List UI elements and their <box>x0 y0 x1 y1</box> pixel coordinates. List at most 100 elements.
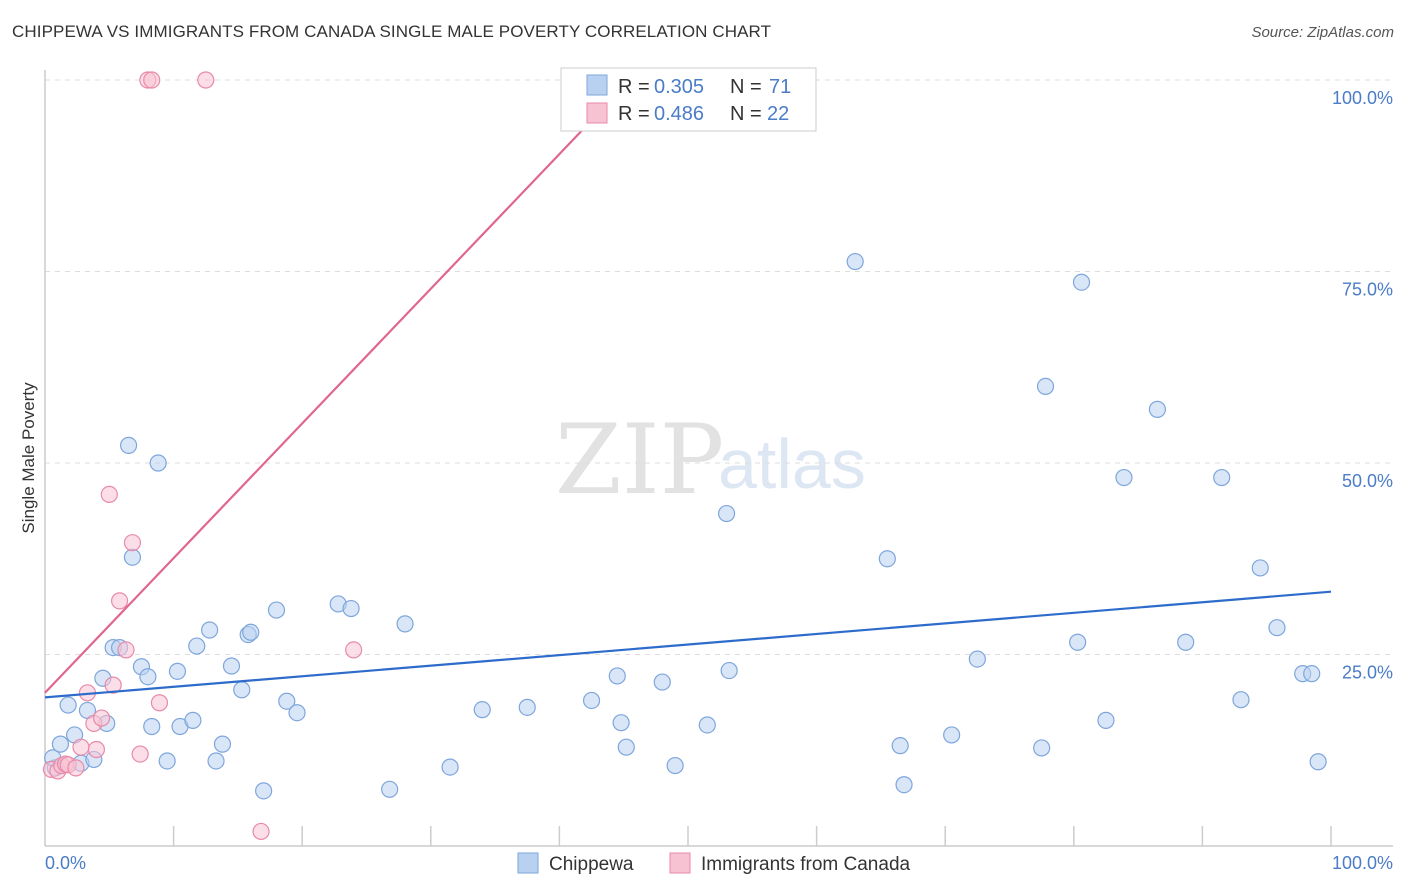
point-chippewa-2 <box>51 735 70 753</box>
axis-layer <box>44 70 1393 847</box>
point-chippewa-60 <box>1097 711 1115 729</box>
point-chippewa-64 <box>1213 468 1231 487</box>
tick-layer: 25.0% 50.0% 75.0% 100.0% <box>172 88 1393 846</box>
point-chippewa-49 <box>720 661 738 680</box>
point-chippewa-46 <box>666 756 684 775</box>
point-chippewa-62 <box>1148 400 1166 418</box>
point-chippewa-58 <box>1069 633 1087 651</box>
point-immigrants-canada-20 <box>197 71 215 89</box>
point-chippewa-57 <box>1036 377 1055 395</box>
source-label: Source: ZipAtlas.com <box>1251 24 1394 41</box>
point-chippewa-38 <box>441 758 459 776</box>
points-layer <box>42 71 1327 841</box>
point-chippewa-59 <box>1072 273 1091 291</box>
point-chippewa-43 <box>612 714 630 732</box>
legend-swatch-immigrants-canada <box>586 102 608 124</box>
x-tick-label-max: 100.0% <box>1332 853 1393 873</box>
point-immigrants-canada-5 <box>67 759 85 777</box>
x-tick-label-min: 0.0% <box>45 853 86 873</box>
legend-n-label-1: N = <box>730 76 762 98</box>
point-chippewa-50 <box>846 252 864 271</box>
point-chippewa-33 <box>288 704 306 722</box>
legend-swatch-chippewa <box>586 74 608 96</box>
bottom-legend-label-immigrants-canada: Immigrants from Canada <box>701 854 911 875</box>
point-chippewa-32 <box>278 692 296 710</box>
point-chippewa-40 <box>518 698 536 716</box>
point-immigrants-canada-9 <box>87 740 106 759</box>
point-chippewa-67 <box>1268 619 1286 637</box>
point-chippewa-44 <box>617 738 635 756</box>
legend-r-label-2: R = <box>618 103 650 125</box>
point-chippewa-15 <box>139 668 157 686</box>
legend-n-value-2: 22 <box>767 103 789 125</box>
point-immigrants-canada-14 <box>117 641 135 659</box>
bottom-legend-label-chippewa: Chippewa <box>549 854 634 875</box>
point-chippewa-48 <box>717 504 736 523</box>
trend-line-immigrants-canada <box>44 79 631 694</box>
point-chippewa-26 <box>222 657 241 675</box>
y-tick-label-25: 25.0% <box>1342 663 1393 683</box>
legend-r-label-1: R = <box>618 76 650 98</box>
point-chippewa-42 <box>608 667 626 685</box>
point-immigrants-canada-11 <box>100 485 118 504</box>
point-chippewa-55 <box>968 650 986 668</box>
point-chippewa-27 <box>233 681 251 699</box>
point-chippewa-36 <box>381 780 399 798</box>
chart-title: CHIPPEWA VS IMMIGRANTS FROM CANADA SINGL… <box>12 22 772 41</box>
point-immigrants-canada-19 <box>150 694 169 712</box>
bottom-legend-swatch-chippewa <box>517 852 539 874</box>
point-chippewa-65 <box>1232 691 1250 709</box>
point-immigrants-canada-13 <box>110 592 129 610</box>
point-chippewa-51 <box>878 550 896 568</box>
point-immigrants-canada-22 <box>345 641 363 659</box>
point-chippewa-16 <box>143 717 161 736</box>
trend-line-chippewa <box>44 590 1332 699</box>
stats-legend: R = 0.305 N = 71 R = 0.486 N = 22 <box>560 67 817 132</box>
point-chippewa-69 <box>1303 665 1321 683</box>
watermark-zip: ZIP <box>555 404 724 516</box>
point-chippewa-23 <box>201 621 219 639</box>
watermark-atlas: atlas <box>718 425 866 503</box>
point-chippewa-66 <box>1251 559 1269 577</box>
point-chippewa-25 <box>213 735 232 753</box>
series-legend: Chippewa Immigrants from Canada <box>517 852 911 875</box>
point-immigrants-canada-21 <box>252 822 270 841</box>
point-chippewa-12 <box>119 436 138 454</box>
point-immigrants-canada-6 <box>72 738 90 756</box>
point-chippewa-45 <box>653 673 671 691</box>
legend-r-value-1: 0.305 <box>654 76 704 98</box>
point-chippewa-61 <box>1115 468 1133 487</box>
legend-n-value-1: 71 <box>769 76 791 98</box>
point-chippewa-56 <box>1033 739 1051 757</box>
point-immigrants-canada-10 <box>92 709 111 727</box>
point-chippewa-37 <box>396 615 414 633</box>
legend-n-label-2: N = <box>730 103 762 125</box>
y-axis-label: Single Male Poverty <box>19 382 38 534</box>
point-chippewa-70 <box>1309 753 1327 771</box>
point-chippewa-54 <box>943 726 961 744</box>
point-chippewa-21 <box>184 711 202 729</box>
point-chippewa-47 <box>698 716 716 734</box>
point-chippewa-41 <box>582 691 601 710</box>
point-chippewa-35 <box>342 599 360 618</box>
point-chippewa-13 <box>123 548 142 566</box>
point-immigrants-canada-16 <box>131 745 149 763</box>
point-chippewa-30 <box>255 782 273 800</box>
point-chippewa-24 <box>207 752 225 770</box>
point-immigrants-canada-18 <box>143 71 161 89</box>
point-chippewa-22 <box>188 637 206 655</box>
legend-r-value-2: 0.486 <box>654 103 704 125</box>
y-tick-label-100: 100.0% <box>1332 88 1393 108</box>
y-tick-label-75: 75.0% <box>1342 280 1393 300</box>
point-chippewa-29 <box>242 623 260 641</box>
point-chippewa-39 <box>473 701 491 719</box>
trend-layer <box>44 79 1332 699</box>
point-chippewa-18 <box>158 752 176 770</box>
grid-layer <box>45 79 1393 655</box>
point-chippewa-3 <box>59 696 77 714</box>
point-chippewa-63 <box>1177 633 1195 651</box>
point-immigrants-canada-12 <box>104 676 122 694</box>
point-immigrants-canada-15 <box>123 534 142 552</box>
point-chippewa-31 <box>267 601 286 619</box>
